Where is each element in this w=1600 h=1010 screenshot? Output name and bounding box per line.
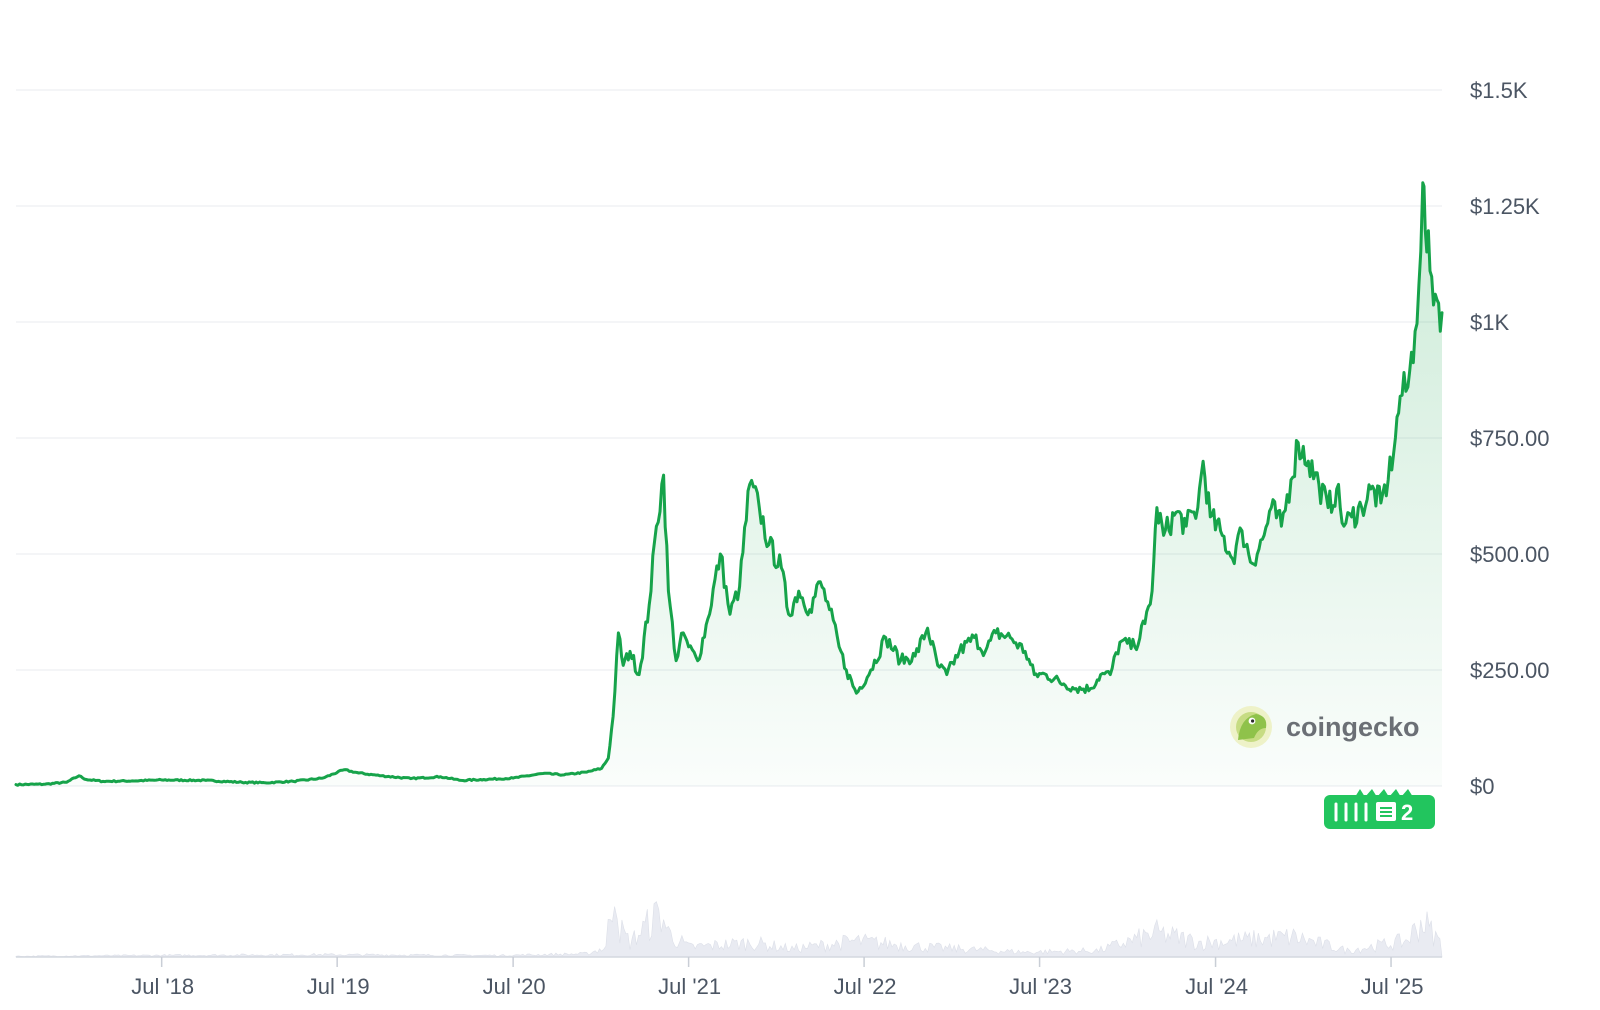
x-tick-label: Jul '25: [1361, 974, 1424, 999]
y-axis: $0 $250.00 $500.00 $750.00 $1K $1.25K $1.5K: [1470, 78, 1550, 799]
x-tick-label: Jul '24: [1185, 974, 1248, 999]
price-area-fill: [16, 182, 1442, 787]
volume-area: [15, 901, 1443, 958]
watermark-text: coingecko: [1286, 712, 1420, 742]
event-marker-icons: [1334, 802, 1368, 822]
y-tick-label: $750.00: [1470, 426, 1550, 451]
y-tick-label: $1K: [1470, 310, 1509, 335]
x-tick-label: Jul '22: [834, 974, 897, 999]
coingecko-watermark: coingecko: [1230, 706, 1420, 748]
y-tick-label: $1.25K: [1470, 194, 1540, 219]
coingecko-gecko-icon: [1230, 706, 1272, 748]
news-count: 2: [1401, 800, 1413, 825]
x-tick-label: Jul '20: [483, 974, 546, 999]
x-tick-label: Jul '21: [658, 974, 721, 999]
newspaper-icon: [1376, 802, 1396, 821]
y-tick-label: $500.00: [1470, 542, 1550, 567]
x-tick-label: Jul '19: [307, 974, 370, 999]
gridlines: [16, 89, 1442, 787]
y-tick-label: $1.5K: [1470, 78, 1528, 103]
y-tick-label: $0: [1470, 774, 1494, 799]
y-tick-label: $250.00: [1470, 658, 1550, 683]
x-tick-label: Jul '18: [131, 974, 194, 999]
x-axis: Jul '18 Jul '19 Jul '20 Jul '21 Jul '22 Jul '…: [131, 957, 1423, 999]
news-badge[interactable]: 2: [1324, 789, 1435, 829]
price-line[interactable]: [14, 181, 1444, 787]
volume-bars: [15, 901, 1443, 958]
x-tick-label: Jul '23: [1009, 974, 1072, 999]
